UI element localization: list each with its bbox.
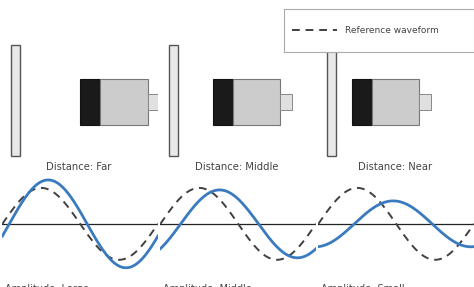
Bar [327, 45, 336, 156]
Bar [212, 79, 233, 125]
Text: Distance: Near: Distance: Near [358, 162, 432, 172]
Bar [11, 45, 20, 156]
Bar [80, 79, 100, 125]
Text: Amplitude: Small: Amplitude: Small [321, 284, 405, 287]
Text: Distance: Far: Distance: Far [46, 162, 112, 172]
Bar [281, 94, 292, 110]
Bar [148, 94, 159, 110]
Text: Distance: Middle: Distance: Middle [195, 162, 279, 172]
Text: Amplitude: Middle: Amplitude: Middle [164, 284, 252, 287]
Text: Reference waveform: Reference waveform [345, 26, 439, 35]
Bar [233, 79, 281, 125]
Bar [169, 45, 178, 156]
Bar [372, 79, 419, 125]
Bar [419, 94, 430, 110]
Bar [352, 79, 372, 125]
Text: Amplitude: Large: Amplitude: Large [6, 284, 90, 287]
Bar [100, 79, 148, 125]
